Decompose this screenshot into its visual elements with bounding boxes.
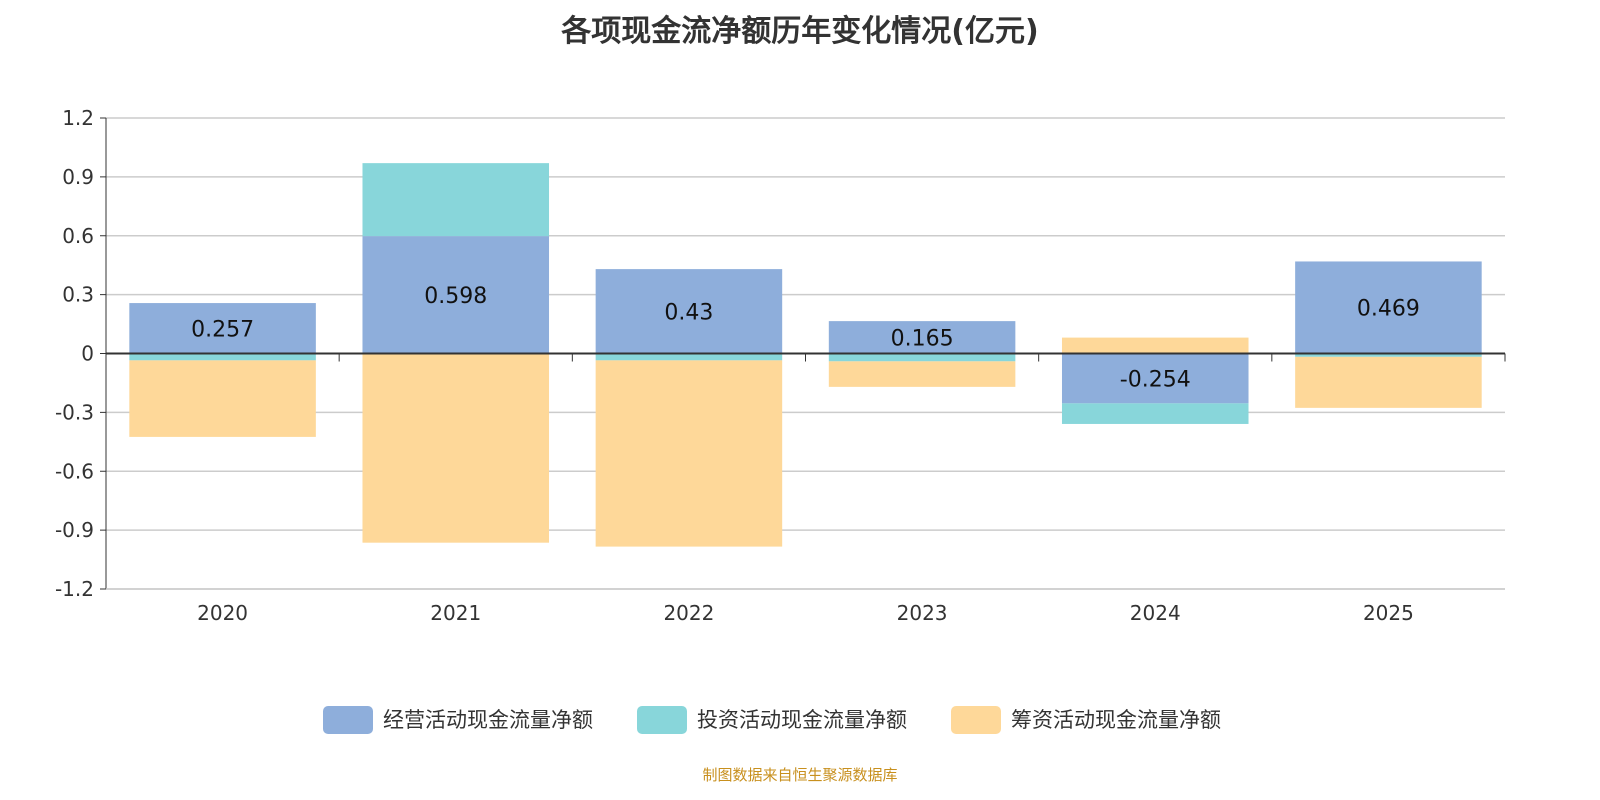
bar-2025-series-0 bbox=[1295, 261, 1482, 354]
y-tick-label: -0.9 bbox=[55, 518, 94, 542]
bar-2021-series-2 bbox=[362, 353, 550, 543]
y-tick-label: 0.3 bbox=[62, 283, 94, 307]
x-tick-label: 2021 bbox=[430, 601, 481, 625]
y-tick-label: -1.2 bbox=[55, 577, 94, 601]
legend-label: 经营活动现金流量净额 bbox=[383, 708, 593, 732]
bar-2021-series-0 bbox=[362, 236, 550, 354]
x-tick-label: 2024 bbox=[1130, 601, 1181, 625]
y-tick-label: 0.6 bbox=[62, 224, 94, 248]
x-tick-label: 2023 bbox=[897, 601, 948, 625]
x-tick-label: 2022 bbox=[663, 601, 714, 625]
bar-2022-series-0 bbox=[595, 269, 783, 354]
bar-2023-series-0 bbox=[828, 321, 1016, 354]
y-tick-label: -0.3 bbox=[55, 400, 94, 424]
bar-2020-series-0 bbox=[129, 303, 316, 354]
data-label: 0.43 bbox=[664, 300, 713, 325]
data-label: 0.257 bbox=[191, 317, 254, 342]
data-label: 0.598 bbox=[424, 284, 487, 309]
legend-swatch bbox=[951, 706, 1001, 734]
bar-2023-series-1 bbox=[828, 353, 1016, 362]
data-label: -0.254 bbox=[1120, 367, 1191, 392]
legend-swatch bbox=[637, 706, 687, 734]
bar-2020-series-1 bbox=[129, 353, 316, 361]
y-tick-label: 0 bbox=[81, 342, 94, 366]
bar-2022-series-2 bbox=[595, 360, 783, 547]
y-tick-label: 1.2 bbox=[62, 106, 94, 130]
legend-label: 筹资活动现金流量净额 bbox=[1011, 708, 1221, 732]
bar-2025-series-2 bbox=[1295, 356, 1482, 408]
bar-2020-series-2 bbox=[129, 360, 316, 437]
chart-title: 各项现金流净额历年变化情况(亿元) bbox=[561, 14, 1039, 49]
y-tick-label: -0.6 bbox=[55, 459, 94, 483]
bar-2023-series-2 bbox=[828, 361, 1016, 387]
bar-2024-series-1 bbox=[1061, 403, 1249, 424]
bar-2024-series-0 bbox=[1061, 353, 1249, 404]
legend-swatch bbox=[323, 706, 373, 734]
bar-2021-series-1 bbox=[362, 163, 550, 237]
data-label: 0.165 bbox=[891, 326, 954, 351]
bar-2022-series-1 bbox=[595, 353, 783, 361]
bar-2025-series-1 bbox=[1295, 353, 1482, 357]
y-tick-label: 0.9 bbox=[62, 165, 94, 189]
x-tick-label: 2020 bbox=[197, 601, 248, 625]
source-note: 制图数据来自恒生聚源数据库 bbox=[702, 766, 898, 784]
data-label: 0.469 bbox=[1357, 296, 1420, 321]
legend-label: 投资活动现金流量净额 bbox=[697, 708, 907, 732]
x-tick-label: 2025 bbox=[1363, 601, 1414, 625]
bar-2024-series-2 bbox=[1061, 337, 1249, 354]
